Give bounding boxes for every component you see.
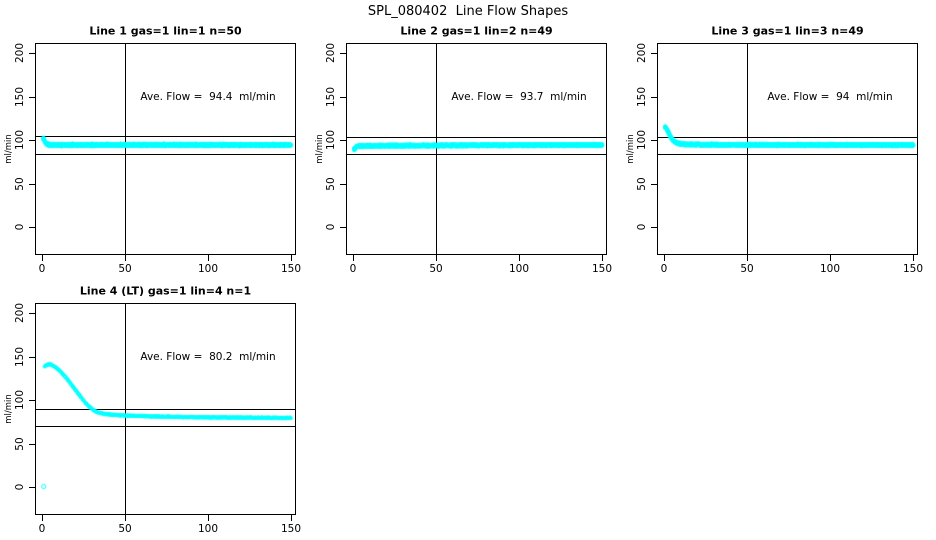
- y-tick-label: 0: [14, 483, 26, 491]
- x-tick: [291, 515, 292, 521]
- y-tick: [29, 487, 35, 488]
- x-tick: [519, 255, 520, 261]
- y-tick: [651, 227, 657, 228]
- x-tick-label: 100: [508, 263, 530, 275]
- panel-title: Line 3 gas=1 lin=3 n=49: [711, 24, 864, 38]
- x-tick-label: 0: [660, 263, 668, 275]
- scatter-canvas: [35, 43, 296, 255]
- y-axis-label: ml/min: [626, 134, 636, 164]
- x-tick: [913, 255, 914, 261]
- x-tick-label: 150: [591, 263, 613, 275]
- y-tick-label: 150: [14, 86, 26, 107]
- x-tick-label: 150: [280, 523, 302, 535]
- x-tick-label: 50: [118, 263, 132, 275]
- y-axis-label: ml/min: [4, 394, 14, 424]
- y-tick-label: 50: [14, 176, 26, 191]
- y-axis-label: ml/min: [4, 134, 14, 164]
- panel-title: Line 2 gas=1 lin=2 n=49: [400, 24, 553, 38]
- y-tick: [29, 356, 35, 358]
- y-tick: [29, 443, 35, 445]
- y-tick-label: 100: [14, 129, 26, 151]
- y-tick-label: 200: [325, 42, 337, 64]
- y-tick-label: 50: [325, 176, 337, 191]
- y-tick: [340, 53, 346, 54]
- x-tick-label: 100: [197, 263, 219, 275]
- panel-title: Line 4 (LT) gas=1 lin=4 n=1: [79, 284, 252, 298]
- x-tick: [125, 515, 126, 521]
- y-tick-label: 200: [14, 302, 26, 324]
- x-tick: [353, 255, 354, 261]
- y-tick: [651, 53, 657, 54]
- y-tick-label: 100: [325, 129, 337, 151]
- y-tick: [29, 227, 35, 228]
- x-tick: [747, 255, 748, 261]
- y-tick-label: 150: [636, 86, 648, 107]
- x-tick: [42, 515, 43, 521]
- x-tick-label: 0: [38, 523, 46, 535]
- x-tick: [125, 255, 126, 261]
- y-tick: [29, 313, 35, 314]
- y-tick-label: 200: [636, 42, 648, 64]
- x-tick: [208, 255, 209, 261]
- x-tick-label: 50: [429, 263, 443, 275]
- x-tick-label: 0: [349, 263, 357, 275]
- y-tick-label: 200: [14, 42, 26, 64]
- y-axis-label: ml/min: [315, 134, 325, 164]
- y-tick-label: 150: [14, 346, 26, 367]
- x-tick-label: 50: [118, 523, 132, 535]
- x-tick-label: 150: [902, 263, 924, 275]
- y-tick-label: 50: [636, 176, 648, 191]
- y-tick-label: 0: [14, 223, 26, 231]
- y-tick-label: 0: [636, 223, 648, 231]
- x-tick: [664, 255, 665, 261]
- x-tick: [602, 255, 603, 261]
- y-tick: [340, 96, 346, 98]
- x-tick-label: 50: [740, 263, 754, 275]
- y-tick-label: 50: [14, 436, 26, 451]
- x-tick: [208, 515, 209, 521]
- x-tick: [830, 255, 831, 261]
- scatter-canvas: [35, 303, 296, 515]
- chart-title: SPL_080402 Line Flow Shapes: [367, 4, 569, 19]
- x-tick-label: 150: [280, 263, 302, 275]
- y-tick-label: 100: [14, 389, 26, 411]
- y-tick: [340, 227, 346, 228]
- x-tick-label: 0: [38, 263, 46, 275]
- x-tick: [42, 255, 43, 261]
- y-tick-label: 150: [325, 86, 337, 107]
- y-tick: [651, 140, 657, 141]
- x-tick: [291, 255, 292, 261]
- x-tick: [436, 255, 437, 261]
- y-tick: [29, 96, 35, 98]
- y-tick-label: 0: [325, 223, 337, 231]
- y-tick: [340, 183, 346, 185]
- scatter-canvas: [657, 43, 918, 255]
- y-tick: [29, 140, 35, 141]
- y-tick: [29, 400, 35, 401]
- y-tick: [340, 140, 346, 141]
- y-tick-label: 100: [636, 129, 648, 151]
- x-tick-label: 100: [819, 263, 841, 275]
- panel-title: Line 1 gas=1 lin=1 n=50: [89, 24, 242, 38]
- y-tick: [651, 96, 657, 98]
- scatter-canvas: [346, 43, 607, 255]
- y-tick: [29, 183, 35, 185]
- x-tick-label: 100: [197, 523, 219, 535]
- y-tick: [651, 183, 657, 185]
- y-tick: [29, 53, 35, 54]
